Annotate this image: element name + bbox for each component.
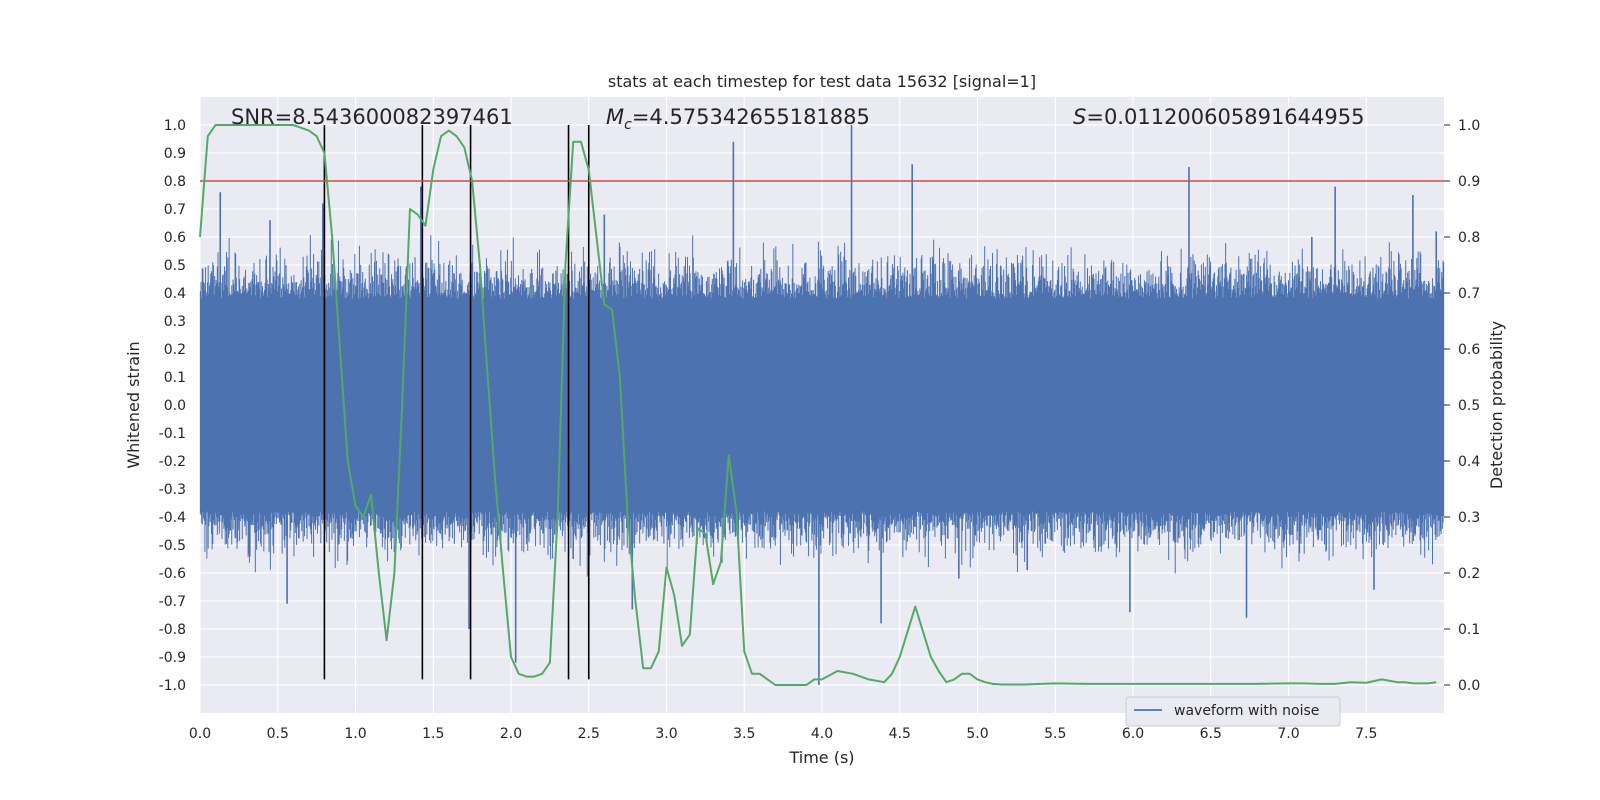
- right-y-tick-label: 0.6: [1458, 342, 1480, 358]
- left-y-tick-label: -0.8: [159, 622, 186, 638]
- x-tick-label: 0.0: [189, 726, 211, 742]
- x-tick-label: 4.5: [889, 726, 911, 742]
- left-y-tick-label: -0.5: [159, 538, 186, 554]
- left-y-tick-label: 0.0: [164, 398, 186, 414]
- left-y-tick-label: 1.0: [164, 118, 186, 134]
- s-value: =0.011200605891644955: [1086, 105, 1364, 129]
- x-tick-label: 1.5: [422, 726, 444, 742]
- right-y-tick-label: 0.2: [1458, 566, 1480, 582]
- x-tick-label: 2.0: [500, 726, 522, 742]
- chirp-mass-value: =4.575342655181885: [632, 105, 870, 129]
- probability-series: [199, 124, 1437, 686]
- right-y-tick-label: 0.5: [1458, 398, 1480, 414]
- x-axis-label: Time (s): [788, 748, 854, 767]
- x-tick-label: 3.5: [733, 726, 755, 742]
- x-tick-label: 3.0: [655, 726, 677, 742]
- right-y-tick-label: 0.3: [1458, 510, 1480, 526]
- left-y-tick-label: -0.7: [159, 594, 186, 610]
- x-tick-label: 7.0: [1277, 726, 1299, 742]
- legend: waveform with noise: [1125, 696, 1341, 727]
- s-symbol: S: [1073, 105, 1086, 129]
- right-y-tick-label: 1.0: [1458, 118, 1480, 134]
- x-tick-label: 5.5: [1044, 726, 1066, 742]
- x-tick-label: 6.0: [1122, 726, 1144, 742]
- left-y-tick-label: 0.8: [164, 174, 186, 190]
- right-y-tick-label: 0.8: [1458, 230, 1480, 246]
- left-y-tick-label: 0.4: [164, 286, 186, 302]
- chirp-mass-symbol: M: [606, 105, 624, 129]
- right-y-axis: 1.0 0.9 0.8 0.7 0.6 0.5 0.4 0.3 0.2 0.1 0.0: [1444, 118, 1480, 694]
- left-y-tick-label: 0.5: [164, 258, 186, 274]
- chirp-mass-subscript: c: [624, 117, 632, 133]
- right-y-tick-label: 0.9: [1458, 174, 1480, 190]
- chirp-mass-annotation: Mc=4.575342655181885: [606, 105, 870, 133]
- right-y-axis-label: Detection probability: [1487, 321, 1506, 489]
- left-y-tick-label: 0.9: [164, 146, 186, 162]
- legend-label: waveform with noise: [1174, 703, 1319, 719]
- left-y-tick-label: -0.9: [159, 650, 186, 666]
- right-y-tick-label: 0.7: [1458, 286, 1480, 302]
- x-tick-label: 6.5: [1200, 726, 1222, 742]
- chart-title: stats at each timestep for test data 156…: [608, 72, 1036, 91]
- legend-box: [1125, 696, 1341, 727]
- right-y-tick-label: 0.1: [1458, 622, 1480, 638]
- left-y-tick-label: 0.7: [164, 202, 186, 218]
- x-tick-label: 0.5: [267, 726, 289, 742]
- x-tick-label: 1.0: [344, 726, 366, 742]
- left-y-tick-label: 0.6: [164, 230, 186, 246]
- left-y-axis-label: Whitened strain: [124, 341, 143, 468]
- waveform-noise: [199, 235, 1445, 577]
- left-y-tick-label: -1.0: [159, 678, 186, 694]
- probability-line: [199, 124, 1437, 686]
- left-y-axis: 1.0 0.9 0.8 0.7 0.6 0.5 0.4 0.3 0.2 0.1 0.0 -0.1 -0.…: [159, 118, 186, 694]
- x-tick-label: 5.0: [966, 726, 988, 742]
- left-y-tick-label: -0.6: [159, 566, 186, 582]
- left-y-tick-label: -0.1: [159, 426, 186, 442]
- left-y-tick-label: -0.3: [159, 482, 186, 498]
- x-tick-label: 4.0: [811, 726, 833, 742]
- snr-annotation: SNR=8.543600082397461: [231, 105, 513, 129]
- right-y-tick-label: 0.4: [1458, 454, 1480, 470]
- left-y-tick-label: 0.1: [164, 370, 186, 386]
- x-axis: 0.0 0.5 1.0 1.5 2.0 2.5 3.0 3.5 4.0 4.5 5.0 5.5 6.0 6…: [189, 726, 1378, 742]
- s-annotation: S=0.011200605891644955: [1073, 105, 1364, 129]
- waveform-series: [199, 125, 1445, 685]
- left-y-tick-label: -0.2: [159, 454, 186, 470]
- left-y-tick-label: 0.3: [164, 314, 186, 330]
- left-y-tick-label: 0.2: [164, 342, 186, 358]
- x-tick-label: 2.5: [578, 726, 600, 742]
- left-y-tick-label: -0.4: [159, 510, 186, 526]
- x-tick-label: 7.5: [1355, 726, 1377, 742]
- vertical-marker-lines: [323, 125, 590, 680]
- right-y-tick-label: 0.0: [1458, 678, 1480, 694]
